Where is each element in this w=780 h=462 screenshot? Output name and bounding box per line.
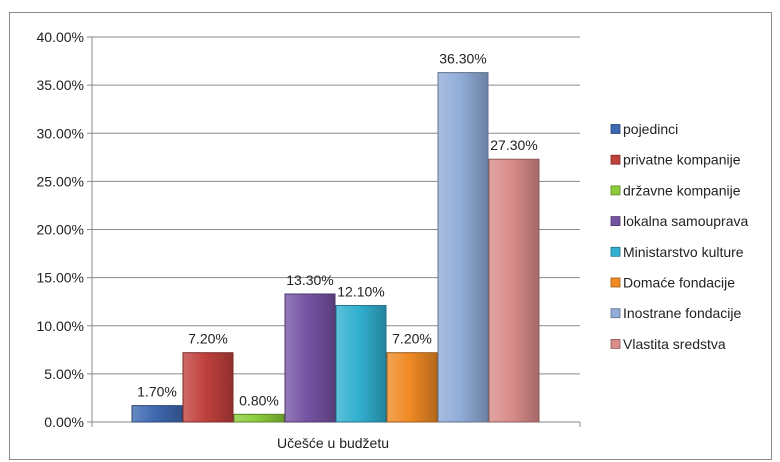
y-tick-label: 5.00% [44, 366, 84, 382]
legend-label: Vlastita sredstva [623, 336, 726, 352]
y-tick-label: 10.00% [37, 318, 84, 334]
data-label: 1.70% [137, 384, 177, 400]
legend-label: Domaće fondacije [623, 275, 735, 291]
legend-swatch [610, 277, 621, 288]
legend-item: lokalna samouprava [610, 213, 749, 229]
bar-državne-kompanije [233, 413, 285, 423]
data-label: 12.10% [337, 284, 384, 300]
bar-inostrane-fondacije [437, 72, 489, 423]
y-tick-label: 30.00% [37, 125, 84, 141]
data-label: 7.20% [392, 331, 432, 347]
legend-item: Ministarstvo kulture [610, 244, 744, 260]
legend-swatch [610, 216, 621, 227]
legend-item: privatne kompanije [610, 152, 741, 168]
legend-item: Inostrane fondacije [610, 305, 742, 321]
bar-lokalna-samouprava [284, 293, 336, 423]
legend-item: Domaće fondacije [610, 275, 735, 291]
legend-label: državne kompanije [623, 182, 741, 198]
legend-swatch [610, 308, 621, 319]
x-category-label: Učešće u budžetu [277, 435, 389, 451]
legend-item: državne kompanije [610, 182, 741, 198]
bar-ministarstvo-kulture [335, 305, 387, 423]
legend-label: pojedinci [623, 121, 678, 137]
x-axis-category: Učešće u budžetu [277, 435, 389, 451]
legend-swatch [610, 124, 621, 134]
y-tick-label: 40.00% [37, 29, 84, 45]
y-tick-label: 20.00% [37, 222, 84, 238]
y-tick-label: 25.00% [37, 173, 84, 189]
legend-swatch [610, 246, 621, 257]
legend-item: pojedinci [610, 121, 678, 137]
legend-swatch [610, 185, 621, 196]
bars [131, 72, 540, 423]
data-label: 36.30% [439, 51, 486, 67]
data-label: 0.80% [239, 392, 279, 408]
bar-domaće-fondacije [386, 352, 438, 423]
legend-label: privatne kompanije [623, 152, 741, 168]
data-label: 27.30% [490, 137, 537, 153]
y-tick-label: 15.00% [37, 270, 84, 286]
legend-label: Inostrane fondacije [623, 305, 742, 321]
y-axis-tick-labels: 0.00% 5.00% 10.00% 15.00% 20.00% 25.00% 30.00%… [37, 29, 84, 430]
data-label: 7.20% [188, 331, 228, 347]
legend: pojedinci privatne kompanije državne kompa… [610, 121, 749, 352]
y-tick-label: 0.00% [44, 414, 84, 430]
data-labels: 1.70% 7.20% 0.80% 13.30%12.10% 7.20% 36.30% 27… [137, 51, 538, 409]
y-tick-label: 35.00% [37, 77, 84, 93]
bar-privatne-kompanije [182, 352, 234, 423]
bar-pojedinci [131, 405, 183, 423]
bar-vlastita-sredstva [488, 158, 540, 423]
data-label: 13.30% [286, 272, 333, 288]
legend-swatch [610, 338, 621, 349]
legend-item: Vlastita sredstva [610, 336, 726, 352]
legend-label: lokalna samouprava [623, 213, 749, 229]
legend-swatch [610, 154, 621, 165]
legend-label: Ministarstvo kulture [623, 244, 744, 260]
